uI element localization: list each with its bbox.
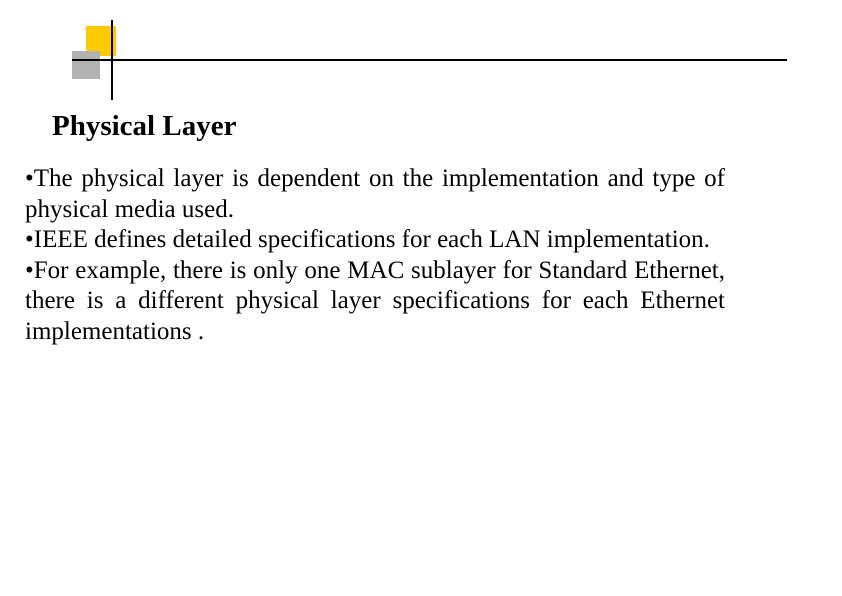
- bullet-text: For example, there is only one MAC subla…: [25, 257, 725, 345]
- slide: Physical Layer •The physical layer is de…: [0, 0, 842, 596]
- logo-horizontal-line: [72, 59, 787, 61]
- slide-logo: [72, 26, 132, 86]
- bullet-item: •For example, there is only one MAC subl…: [25, 256, 725, 348]
- bullet-item: •IEEE defines detailed specifications fo…: [25, 225, 725, 256]
- bullet-item: •The physical layer is dependent on the …: [25, 164, 725, 225]
- logo-vertical-line: [111, 20, 113, 100]
- logo-gray-square: [72, 51, 100, 79]
- bullet-text: IEEE defines detailed specifications for…: [34, 226, 710, 253]
- bullet-text: The physical layer is dependent on the i…: [25, 165, 725, 223]
- slide-body: •The physical layer is dependent on the …: [25, 164, 725, 347]
- slide-title: Physical Layer: [52, 110, 236, 143]
